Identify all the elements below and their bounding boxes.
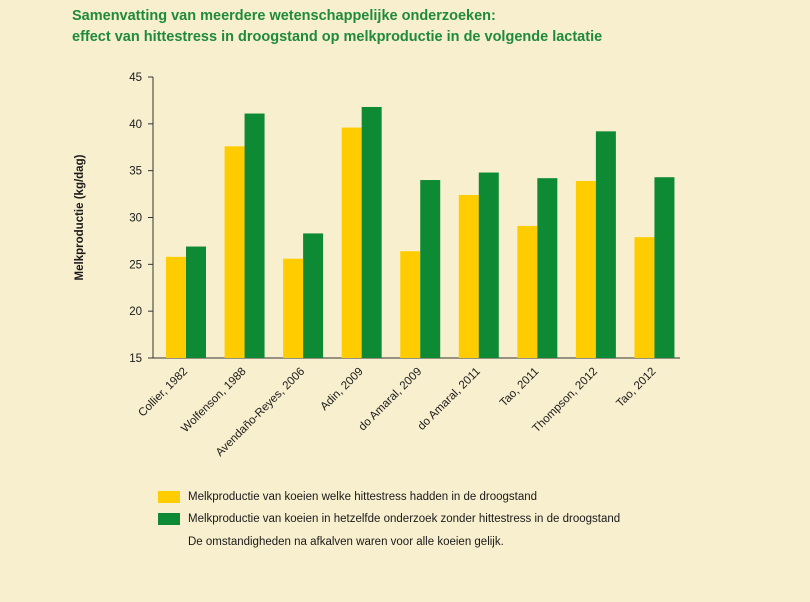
- bars: [166, 106, 675, 359]
- y-tick-label: 40: [129, 119, 142, 131]
- x-tick-label: do Amaral, 2009: [357, 366, 425, 434]
- x-tick-label: do Amaral, 2011: [416, 366, 483, 433]
- bar-heat-stress-5: [458, 195, 479, 358]
- bar-chart: Melkproductie (kg/dag) 15 20 25 30 35 40 45 Co…: [74, 72, 680, 459]
- bar-heat-stress-0: [166, 256, 186, 358]
- chart-title-line-1: Samenvatting van meerdere wetenschappeli…: [72, 8, 496, 24]
- bar-no-heat-stress-8: [654, 177, 675, 358]
- bar-heat-stress-6: [517, 225, 538, 358]
- x-tick-label: Tao, 2012: [614, 366, 658, 410]
- bar-heat-stress-7: [575, 180, 596, 358]
- bar-no-heat-stress-4: [420, 180, 441, 358]
- x-tick-label: Thompson, 2012: [530, 366, 600, 436]
- legend-item-heat-stress: Melkproductie van koeien welke hittestre…: [158, 486, 620, 508]
- bar-no-heat-stress-6: [537, 178, 558, 358]
- legend-swatch-heat-stress: [158, 491, 180, 503]
- chart-title: Samenvatting van meerdere wetenschappeli…: [72, 6, 602, 48]
- y-tick-label: 30: [129, 213, 142, 225]
- bar-heat-stress-3: [341, 127, 362, 358]
- bar-heat-stress-2: [283, 258, 304, 358]
- y-tick-label: 45: [129, 72, 142, 84]
- x-tick-label: Wolfenson, 1988: [179, 366, 248, 435]
- bar-no-heat-stress-0: [186, 246, 206, 358]
- bar-heat-stress-8: [634, 237, 655, 358]
- x-tick-label: Adin, 2009: [318, 366, 365, 413]
- y-tick-label: 15: [129, 353, 142, 365]
- chart-title-line-2: effect van hittestress in droogstand op …: [72, 29, 603, 45]
- y-axis-label: Melkproductie (kg/dag): [74, 154, 86, 280]
- legend-label-heat-stress: Melkproductie van koeien welke hittestre…: [188, 491, 538, 503]
- x-tick-label: Tao, 2011: [498, 366, 542, 410]
- footnote: De omstandigheden na afkalven waren voor…: [188, 536, 504, 548]
- y-tick-label: 20: [129, 306, 142, 318]
- bar-no-heat-stress-1: [244, 113, 265, 358]
- legend-label-no-heat-stress: Melkproductie van koeien in hetzelfde on…: [188, 513, 621, 525]
- bar-no-heat-stress-2: [303, 233, 324, 358]
- y-tick-label: 25: [129, 259, 142, 271]
- bar-no-heat-stress-5: [478, 172, 499, 358]
- x-tick-label: Collier, 1982: [136, 366, 190, 420]
- legend-swatch-no-heat-stress: [158, 513, 180, 525]
- legend: Melkproductie van koeien welke hittestre…: [158, 486, 620, 552]
- bar-no-heat-stress-3: [361, 106, 382, 359]
- bar-heat-stress-1: [224, 146, 245, 358]
- bar-no-heat-stress-7: [595, 131, 616, 358]
- legend-item-no-heat-stress: Melkproductie van koeien in hetzelfde on…: [158, 508, 620, 530]
- y-tick-label: 35: [129, 166, 142, 178]
- bar-heat-stress-4: [400, 251, 421, 358]
